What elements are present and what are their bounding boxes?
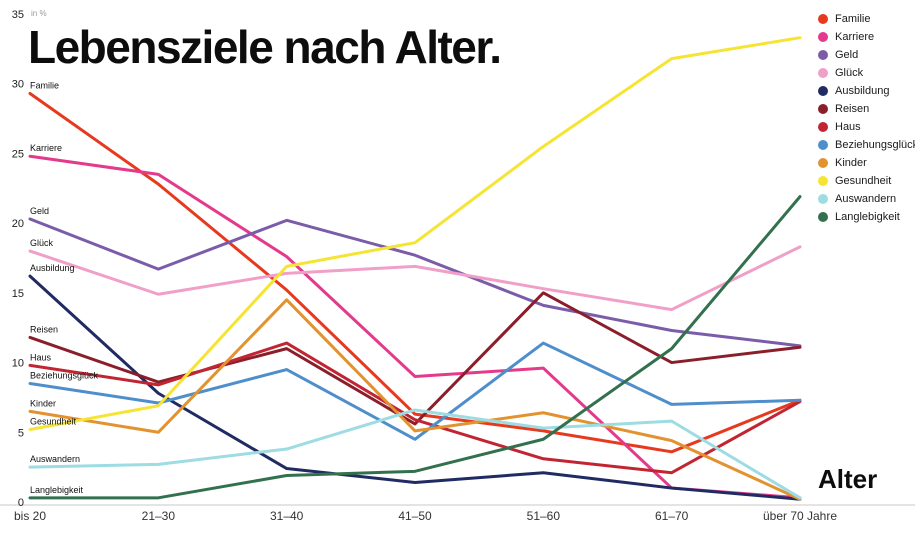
y-tick-label: 0 <box>18 497 24 509</box>
legend-label: Langlebigkeit <box>835 211 900 223</box>
legend-color-dot <box>818 158 828 168</box>
legend-label: Glück <box>835 67 864 79</box>
y-tick-label: 10 <box>12 358 24 370</box>
legend-item: Familie <box>818 13 915 25</box>
series-start-label: Geld <box>30 206 49 216</box>
legend-item: Ausbildung <box>818 85 915 97</box>
legend-color-dot <box>818 194 828 204</box>
x-tick-label: 21–30 <box>142 509 176 523</box>
legend-item: Langlebigkeit <box>818 211 915 223</box>
legend-label: Karriere <box>835 31 875 43</box>
legend-item: Gesundheit <box>818 175 915 187</box>
legend-color-dot <box>818 122 828 132</box>
y-tick-label: 35 <box>12 9 24 21</box>
legend-item: Reisen <box>818 103 915 115</box>
legend-color-dot <box>818 86 828 96</box>
series-start-label: Glück <box>30 238 54 248</box>
legend-color-dot <box>818 176 828 186</box>
legend-color-dot <box>818 68 828 78</box>
series-line-Geld <box>28 217 802 348</box>
x-tick-label: 61–70 <box>655 509 689 523</box>
legend-item: Glück <box>818 67 915 79</box>
y-tick-label: 15 <box>12 288 24 300</box>
legend-color-dot <box>818 32 828 42</box>
legend-label: Ausbildung <box>835 85 890 97</box>
legend-color-dot <box>818 140 828 150</box>
legend-label: Kinder <box>835 157 867 169</box>
x-tick-label: 31–40 <box>270 509 304 523</box>
series-line-Ausbildung <box>28 274 802 501</box>
legend-label: Geld <box>835 49 859 61</box>
legend-item: Geld <box>818 49 915 61</box>
series-start-label: Kinder <box>30 398 56 408</box>
legend-label: Beziehungsglück <box>835 139 915 151</box>
legend-item: Auswandern <box>818 193 915 205</box>
legend-item: Kinder <box>818 157 915 169</box>
series-start-label: Gesundheit <box>30 416 77 426</box>
y-tick-label: 30 <box>12 79 24 91</box>
series-line-Reisen <box>28 291 802 426</box>
y-axis-unit-label: in % <box>31 9 47 18</box>
chart-title: Lebensziele nach Alter. <box>28 21 502 73</box>
legend-color-dot <box>818 50 828 60</box>
legend-item: Haus <box>818 121 915 133</box>
legend-color-dot <box>818 14 828 24</box>
series-line-Familie <box>28 91 802 454</box>
y-tick-label: 25 <box>12 148 24 160</box>
legend-color-dot <box>818 104 828 114</box>
x-tick-label: über 70 Jahre <box>763 509 837 523</box>
legend-item: Karriere <box>818 31 915 43</box>
legend-label: Haus <box>835 121 861 133</box>
series-line-Kinder <box>28 298 802 501</box>
series-start-label: Reisen <box>30 324 58 334</box>
series-start-label: Karriere <box>30 143 62 153</box>
legend-color-dot <box>818 212 828 222</box>
series-start-label: Beziehungsglück <box>30 370 99 380</box>
legend-label: Auswandern <box>835 193 897 205</box>
series-line-Glück <box>28 245 802 312</box>
legend: Familie Karriere Geld Glück Ausbildung Reisen… <box>818 13 915 223</box>
series-line-Auswandern <box>28 408 802 500</box>
series-line-Beziehungsglück <box>28 341 802 441</box>
x-tick-label: 41–50 <box>398 509 432 523</box>
y-tick-label: 20 <box>12 218 24 230</box>
series-start-label: Langlebigkeit <box>30 485 84 495</box>
legend-item: Beziehungsglück <box>818 139 915 151</box>
legend-label: Gesundheit <box>835 175 892 187</box>
legend-label: Reisen <box>835 103 870 115</box>
series-line-Gesundheit <box>28 36 802 431</box>
series-start-label: Auswandern <box>30 454 80 464</box>
series-start-label: Familie <box>30 80 59 90</box>
x-tick-label: 51–60 <box>527 509 561 523</box>
series-line-Haus <box>28 341 802 475</box>
x-axis-title: Alter <box>818 464 878 494</box>
y-tick-label: 5 <box>18 427 24 439</box>
legend-label: Familie <box>835 13 871 25</box>
series-start-label: Haus <box>30 352 52 362</box>
x-tick-label: bis 20 <box>14 509 46 523</box>
series-line-Langlebigkeit <box>28 195 802 500</box>
series-start-label: Ausbildung <box>30 263 75 273</box>
